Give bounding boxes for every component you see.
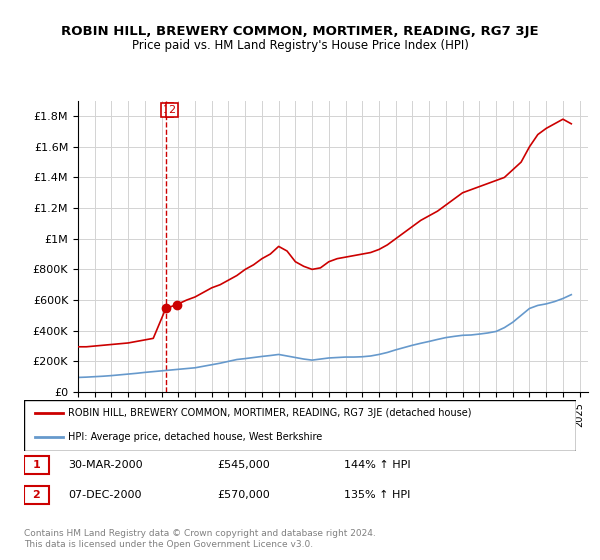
- Text: HPI: Average price, detached house, West Berkshire: HPI: Average price, detached house, West…: [68, 432, 322, 442]
- Text: 07-DEC-2000: 07-DEC-2000: [68, 490, 142, 500]
- Text: ROBIN HILL, BREWERY COMMON, MORTIMER, READING, RG7 3JE (detached house): ROBIN HILL, BREWERY COMMON, MORTIMER, RE…: [68, 408, 472, 418]
- FancyBboxPatch shape: [24, 456, 49, 474]
- Text: 2: 2: [32, 490, 40, 500]
- FancyBboxPatch shape: [24, 486, 49, 504]
- Text: 144% ↑ HPI: 144% ↑ HPI: [344, 460, 411, 470]
- Text: 1: 1: [163, 105, 170, 115]
- Text: £545,000: £545,000: [217, 460, 270, 470]
- Text: 135% ↑ HPI: 135% ↑ HPI: [344, 490, 410, 500]
- Text: ROBIN HILL, BREWERY COMMON, MORTIMER, READING, RG7 3JE: ROBIN HILL, BREWERY COMMON, MORTIMER, RE…: [61, 25, 539, 38]
- Text: 2: 2: [168, 105, 175, 115]
- Text: 1: 1: [32, 460, 40, 470]
- FancyBboxPatch shape: [24, 400, 576, 451]
- Text: Price paid vs. HM Land Registry's House Price Index (HPI): Price paid vs. HM Land Registry's House …: [131, 39, 469, 52]
- Text: 30-MAR-2000: 30-MAR-2000: [68, 460, 143, 470]
- Text: £570,000: £570,000: [217, 490, 270, 500]
- Text: Contains HM Land Registry data © Crown copyright and database right 2024.
This d: Contains HM Land Registry data © Crown c…: [24, 529, 376, 549]
